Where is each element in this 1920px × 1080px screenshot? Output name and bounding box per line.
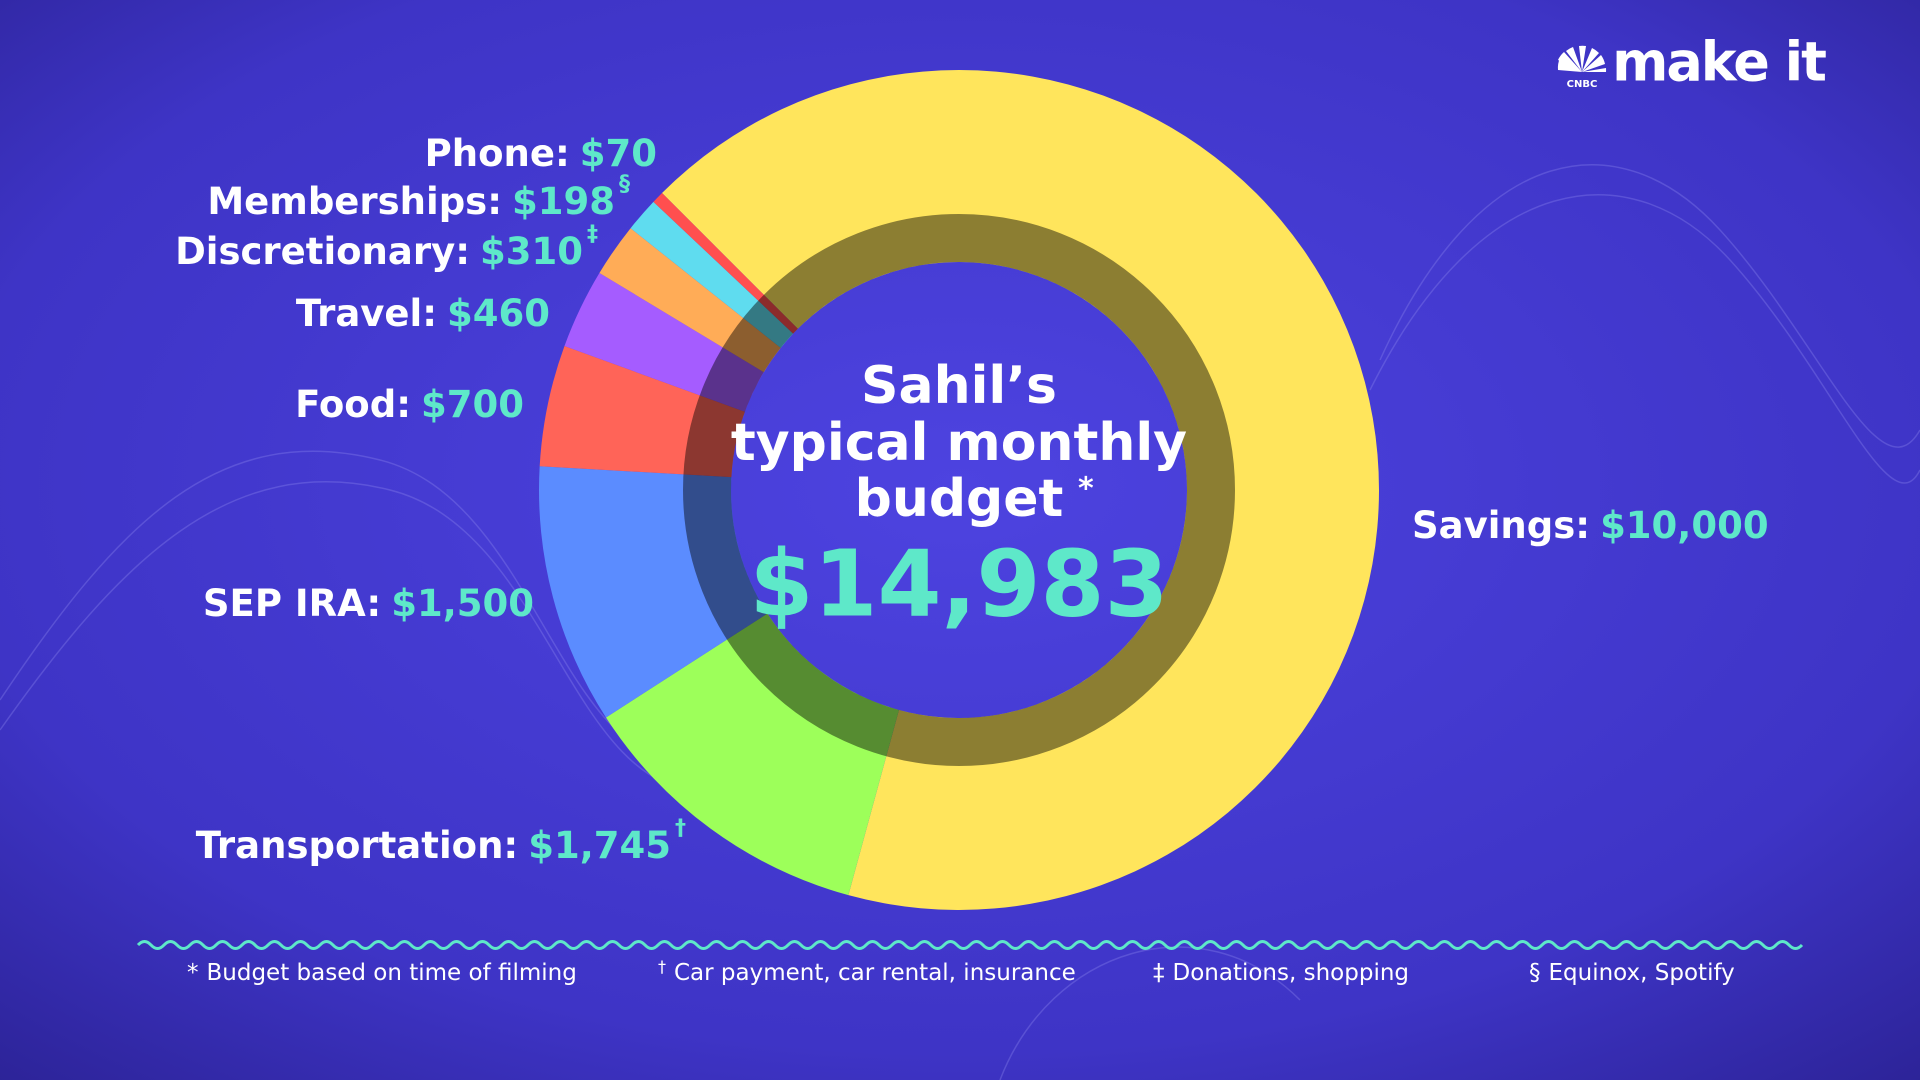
footnote: † Car payment, car rental, insurance — [658, 957, 1076, 986]
donut-slice — [599, 228, 781, 373]
slice-value: $10,000 — [1600, 504, 1769, 547]
logo-name: make it — [1612, 31, 1826, 94]
slice-name: SEP IRA: — [203, 582, 381, 625]
slice-label: Travel: $460 — [296, 292, 550, 335]
footnote-text: Donations, shopping — [1173, 960, 1410, 986]
logo: CNBC make it — [1557, 31, 1828, 94]
slice-label: Savings: $10,000 — [1412, 504, 1769, 547]
slice-value: $1,745 — [528, 824, 671, 867]
footnote-text: Car payment, car rental, insurance — [674, 960, 1076, 986]
donut-slice — [539, 466, 768, 718]
donut-slice — [662, 69, 1380, 910]
footnote-marker: ‡ — [587, 222, 598, 247]
footnote: § Equinox, Spotify — [1529, 960, 1735, 986]
center-title: typical monthly — [731, 413, 1187, 473]
slice-label: Phone: $70 — [425, 132, 657, 175]
inner-band — [683, 214, 1235, 766]
footnote-text: Equinox, Spotify — [1549, 960, 1735, 986]
donut-slice — [630, 201, 794, 348]
title-marker: * — [1078, 472, 1094, 507]
footnote-marker: § — [619, 172, 630, 197]
donut — [539, 69, 1380, 910]
footnote: * Budget based on time of filming — [187, 960, 577, 986]
donut-slice — [605, 613, 899, 896]
donut-slice — [564, 272, 764, 412]
slice-name: Food: — [295, 383, 411, 426]
wave-divider — [136, 940, 1804, 950]
center-title: budget — [855, 469, 1064, 529]
slice-name: Memberships: — [207, 180, 502, 223]
footnote-mark: * — [187, 960, 199, 986]
slice-name: Phone: — [425, 132, 570, 175]
wave-decoration — [0, 164, 1920, 1080]
logo-brand: CNBC — [1567, 79, 1598, 90]
donut-slice — [539, 345, 745, 478]
slice-name: Transportation: — [196, 824, 519, 867]
footnote-marker: † — [675, 816, 686, 841]
footnote-mark: † — [658, 957, 666, 976]
slice-label: Food: $700 — [295, 383, 524, 426]
footnote-mark: § — [1529, 960, 1541, 986]
footnote: ‡ Donations, shopping — [1153, 960, 1409, 986]
slice-value: $460 — [447, 292, 550, 335]
slice-name: Discretionary: — [175, 230, 470, 273]
slice-label: SEP IRA: $1,500 — [203, 582, 534, 625]
footnote-mark: ‡ — [1153, 960, 1165, 986]
slice-label: Memberships: $198 — [207, 180, 615, 223]
center-total: $14,983 — [749, 530, 1168, 637]
peacock-icon — [1557, 45, 1607, 72]
slice-name: Travel: — [296, 292, 437, 335]
slice-value: $198 — [512, 180, 615, 223]
slice-label: Discretionary: $310 — [175, 230, 583, 273]
center-title: Sahil’s — [861, 356, 1057, 416]
slice-value: $1,500 — [391, 582, 534, 625]
slice-value: $310 — [480, 230, 583, 273]
slice-name: Savings: — [1412, 504, 1590, 547]
footnote-text: Budget based on time of filming — [207, 960, 577, 986]
donut-slice — [653, 193, 798, 334]
slice-value: $70 — [580, 132, 657, 175]
slice-value: $700 — [421, 383, 524, 426]
slice-label: Transportation: $1,745 — [196, 824, 671, 867]
